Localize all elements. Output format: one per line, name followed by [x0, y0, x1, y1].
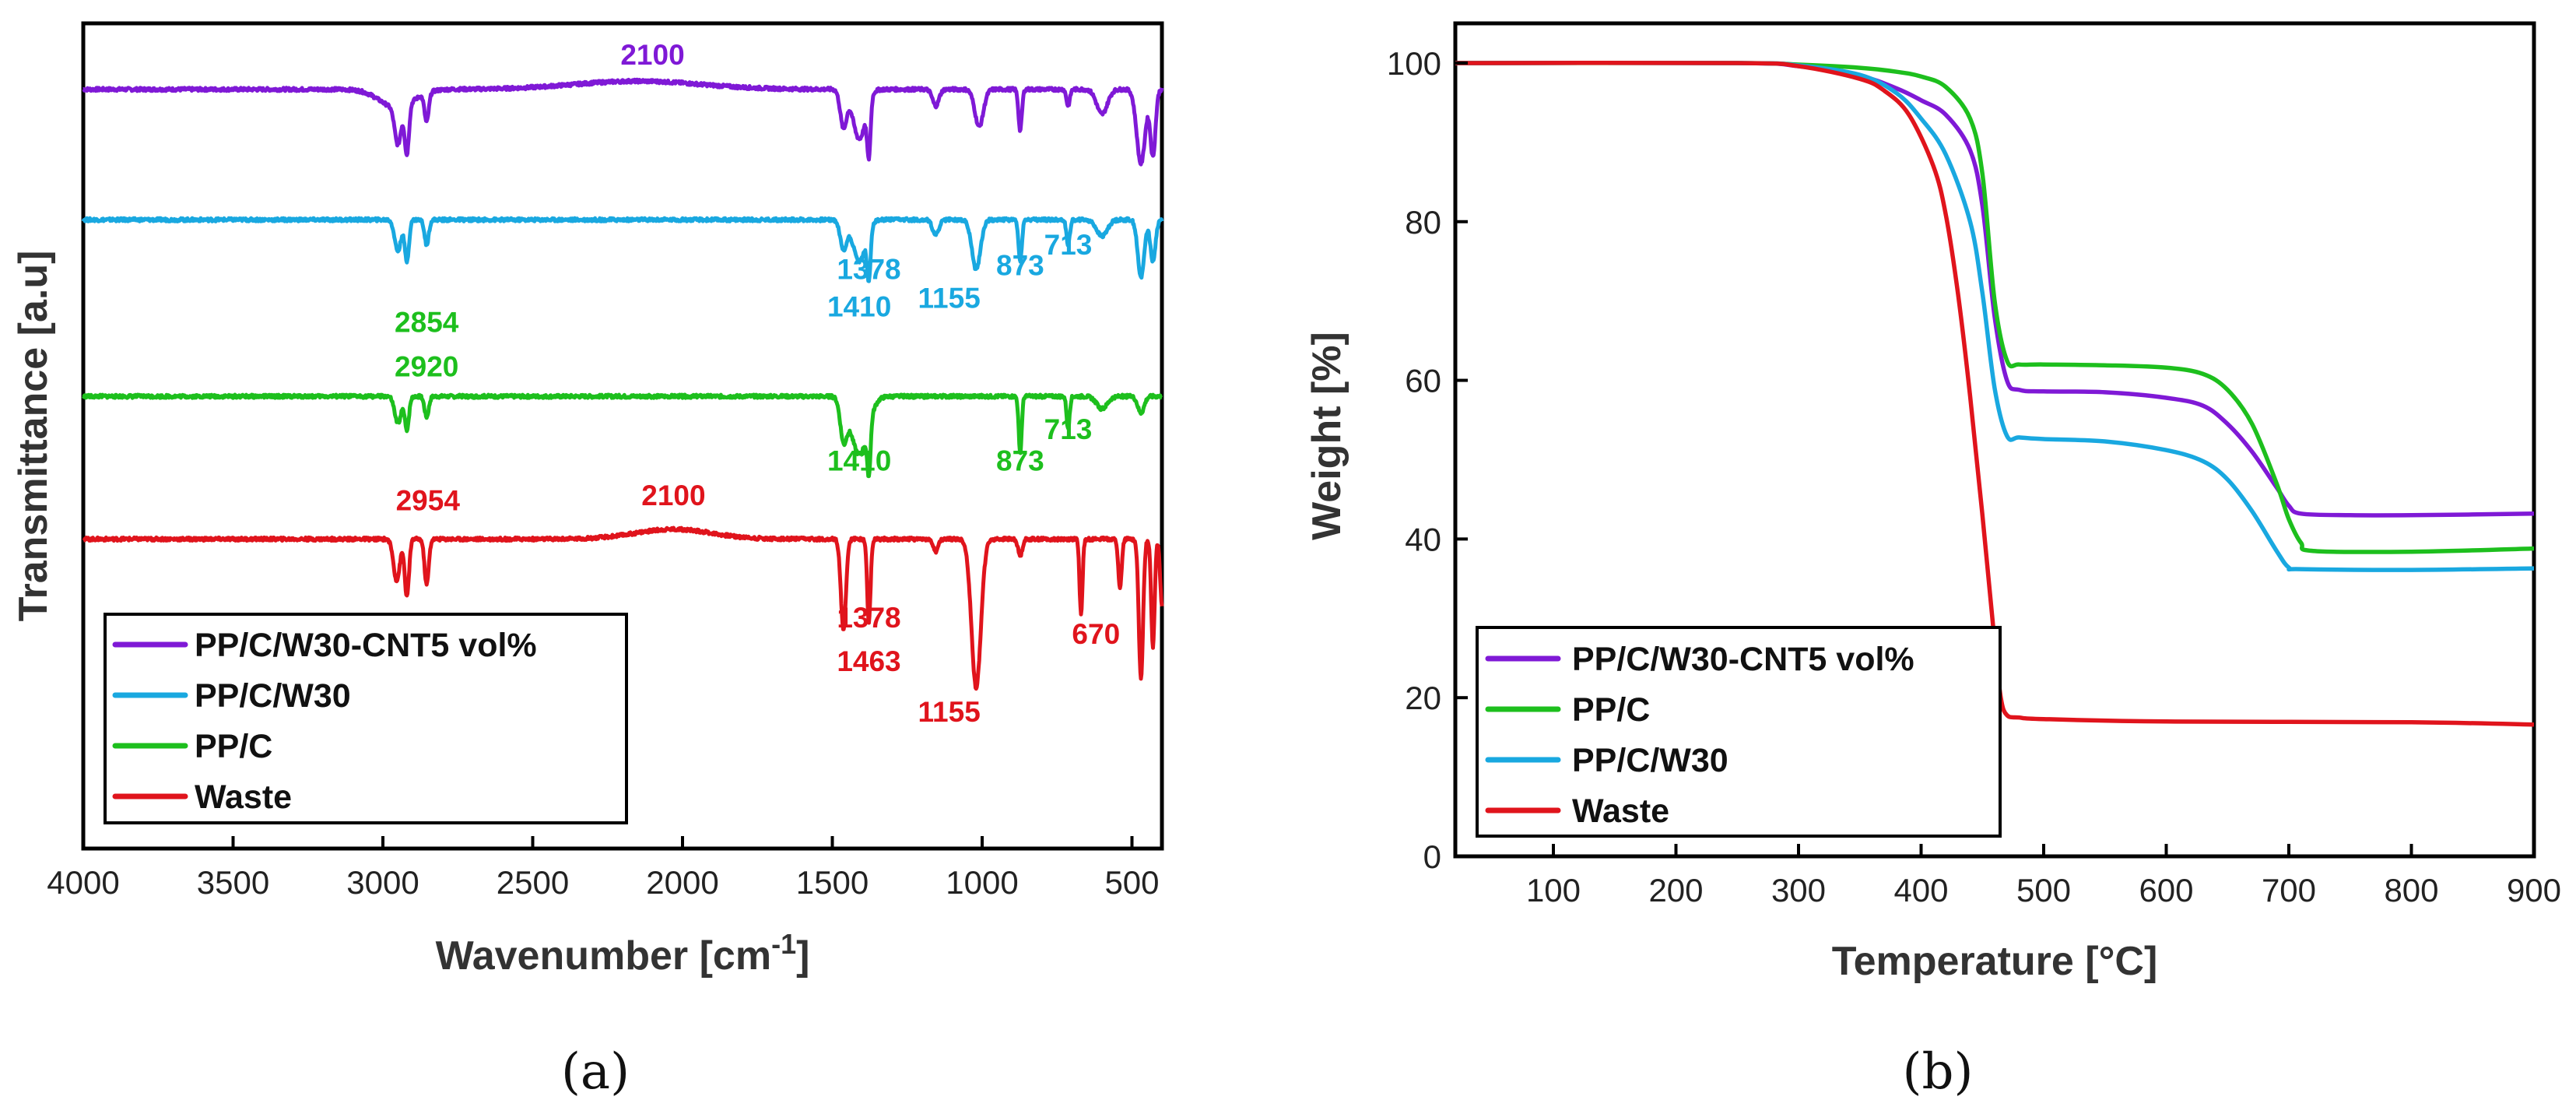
panel-a-x-tick-label: 500 — [1104, 864, 1159, 901]
panel-a-x-axis-label: Wavenumber [cm-1] — [436, 928, 810, 979]
panel-b-x-axis-label: Temperature [°C] — [1832, 939, 2158, 984]
panel-a-series-pp-c-w30 — [81, 216, 1164, 283]
panel-b-series-pp-c — [1455, 61, 2535, 554]
panel-a-series-group — [81, 77, 1164, 691]
panel-a-x-tick-label: 2500 — [497, 864, 569, 901]
panel-b-x-tick-label: 500 — [2016, 872, 2071, 908]
panel-a-caption: (a) — [561, 1043, 630, 1101]
panel-a-series-pp-c-w30-cnt5-vol — [82, 77, 1164, 167]
panel-a-x-tick-label: 3500 — [197, 864, 269, 901]
panel-b-series-group — [1455, 60, 2535, 727]
panel-a-x-axis-label-main: Wavenumber [cm — [436, 933, 772, 979]
panel-b-series-waste — [1455, 60, 2535, 727]
panel-b-y-tick-label: 40 — [1405, 521, 1441, 557]
panel-a-peak-label: 873 — [996, 445, 1044, 477]
panel-b-legend-label-1: PP/C/W30-CNT5 vol% — [1572, 641, 1914, 678]
panel-a-peak-label: 713 — [1044, 229, 1093, 261]
panel-a-y-axis-label: Transmittance [a.u] — [11, 251, 56, 622]
panel-a-peak-label: 670 — [1072, 618, 1120, 650]
panel-b-legend: PP/C/W30-CNT5 vol% PP/C PP/C/W30 Waste — [1476, 626, 2002, 838]
panel-b-y-axis-label: Weight [%] — [1304, 332, 1349, 540]
panel-a-x-tick-label: 4000 — [47, 864, 119, 901]
panel-a-x-tick-label: 3000 — [346, 864, 419, 901]
panel-a-peak-label: 1378 — [837, 254, 900, 286]
panel-a-legend: PP/C/W30-CNT5 vol% PP/C/W30 PP/C Waste — [104, 613, 628, 824]
panel-b-tga-chart: 100 200 300 400 500 600 700 800 900 0 20 40 60 80 100… — [1304, 21, 2561, 1101]
panel-a-legend-label-2: PP/C/W30 — [195, 677, 351, 715]
panel-b-y-ticks: 0 20 40 60 80 100 — [1387, 45, 1468, 875]
panel-a-peak-label: 2854 — [395, 306, 459, 338]
panel-b-x-tick-label: 800 — [2384, 872, 2438, 908]
panel-b-legend-label-4: Waste — [1572, 792, 1669, 830]
panel-a-peak-label: 713 — [1044, 413, 1093, 445]
panel-b-y-tick-label: 100 — [1387, 45, 1441, 82]
panel-a-peak-label: 2954 — [396, 484, 461, 516]
panel-b-x-tick-label: 600 — [2139, 872, 2193, 908]
panel-b-x-tick-label: 400 — [1893, 872, 1948, 908]
panel-a-peak-label: 2920 — [395, 351, 458, 383]
panel-b-y-tick-label: 20 — [1405, 680, 1441, 716]
panel-b-x-tick-label: 700 — [2262, 872, 2316, 908]
panel-b-legend-label-2: PP/C — [1572, 691, 1650, 729]
panel-b-x-ticks: 100 200 300 400 500 600 700 800 900 — [1526, 844, 2561, 908]
panel-b-y-tick-label: 80 — [1405, 204, 1441, 241]
panel-a-x-axis-label-end: ] — [796, 933, 809, 979]
panel-a-legend-box — [104, 613, 628, 824]
panel-b-x-tick-label: 900 — [2507, 872, 2561, 908]
panel-a-x-axis-label-superscript: -1 — [771, 928, 796, 960]
panel-a-peak-label: 1155 — [918, 696, 981, 728]
panel-b-x-tick-label: 100 — [1526, 872, 1581, 908]
panel-a-x-tick-label: 2000 — [646, 864, 718, 901]
panel-a-peak-label: 1410 — [827, 445, 891, 477]
panel-b-caption: (b) — [1903, 1043, 1974, 1101]
panel-b-legend-box — [1476, 626, 2002, 838]
panel-a-legend-label-1: PP/C/W30-CNT5 vol% — [195, 627, 537, 664]
panel-b-legend-label-3: PP/C/W30 — [1572, 742, 1728, 779]
panel-b-x-tick-label: 300 — [1771, 872, 1826, 908]
panel-a-peak-label: 1378 — [837, 602, 900, 634]
panel-a-x-tick-label: 1500 — [796, 864, 869, 901]
panel-a-peak-label: 1410 — [827, 290, 891, 322]
panel-b-series-pp-c-w30 — [1455, 60, 2535, 572]
panel-a-peak-label: 2100 — [620, 39, 684, 71]
panel-a-series-pp-c — [82, 392, 1163, 479]
panel-a-peak-label: 1463 — [837, 645, 900, 677]
panel-b-y-tick-label: 60 — [1405, 363, 1441, 399]
panel-a-series-waste — [82, 525, 1164, 691]
panel-b-plot-frame — [1453, 21, 2536, 859]
panel-a-legend-label-4: Waste — [195, 778, 292, 816]
panel-a-x-tick-label: 1000 — [946, 864, 1018, 901]
panel-b-y-tick-label: 0 — [1423, 838, 1441, 875]
panel-a-plot-frame — [81, 21, 1164, 851]
panel-b-x-tick-label: 200 — [1648, 872, 1703, 908]
panel-a-legend-label-3: PP/C — [195, 728, 272, 765]
panel-a-peak-label: 873 — [996, 249, 1044, 281]
panel-a-peak-label: 2100 — [641, 480, 705, 511]
panel-a-peak-label: 1155 — [918, 283, 981, 315]
panel-a-ftir-chart: 4000 3500 3000 2500 2000 1500 1000 500 2100 1378… — [11, 21, 1164, 1101]
panel-a-x-ticks: 4000 3500 3000 2500 2000 1500 1000 500 — [47, 836, 1160, 901]
